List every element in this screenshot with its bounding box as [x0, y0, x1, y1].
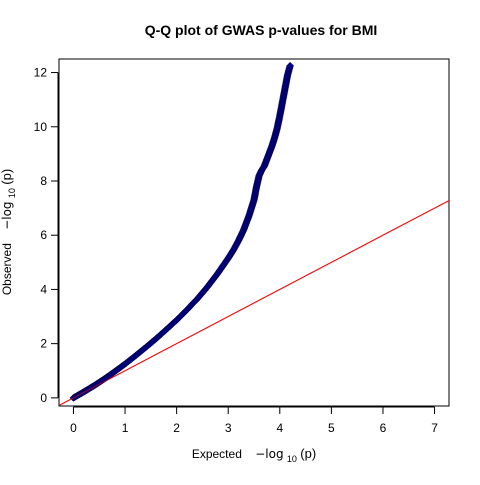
- y-tick-label: 12: [34, 66, 48, 80]
- chart-title: Q-Q plot of GWAS p-values for BMI: [145, 22, 378, 38]
- y-tick-label: 6: [40, 228, 47, 242]
- y-tick-label: 4: [40, 282, 47, 296]
- y-tick-label: 8: [40, 174, 47, 188]
- data-point: [286, 61, 294, 70]
- x-tick-label: 1: [122, 421, 129, 435]
- y-axis-label-text: Observed: [0, 243, 14, 295]
- x-tick-label: 4: [276, 421, 283, 435]
- reference-line-overlay: [59, 200, 449, 406]
- y-tick-label: 10: [34, 120, 48, 134]
- x-axis-label-text: Expected: [192, 447, 242, 461]
- x-tick-label: 7: [431, 421, 438, 435]
- x-tick-label: 0: [70, 421, 77, 435]
- x-axis-label: Expected −log 10 (p): [192, 446, 316, 465]
- y-axis-label-sub: 10: [7, 188, 17, 198]
- y-tick-label: 2: [40, 337, 47, 351]
- x-axis-label-sub: 10: [287, 454, 297, 464]
- y-axis-label-math: −log: [0, 201, 14, 229]
- plot-frame: [58, 58, 450, 407]
- y-tick-label: 0: [40, 391, 47, 405]
- y-axis-label-arg: (p): [0, 169, 14, 185]
- x-tick-label: 5: [328, 421, 335, 435]
- x-axis: 0 1 2 3 4 5 6 7: [70, 406, 438, 435]
- x-tick-label: 2: [173, 421, 180, 435]
- x-axis-label-math: −log: [255, 447, 283, 461]
- y-axis-label: Observed −log 10 (p): [0, 169, 18, 295]
- x-axis-label-arg: (p): [300, 446, 316, 461]
- points-layer: [69, 61, 294, 402]
- x-tick-label: 3: [225, 421, 232, 435]
- x-tick-label: 6: [380, 421, 387, 435]
- y-axis: 0 2 4 6 8 10 12: [34, 66, 59, 405]
